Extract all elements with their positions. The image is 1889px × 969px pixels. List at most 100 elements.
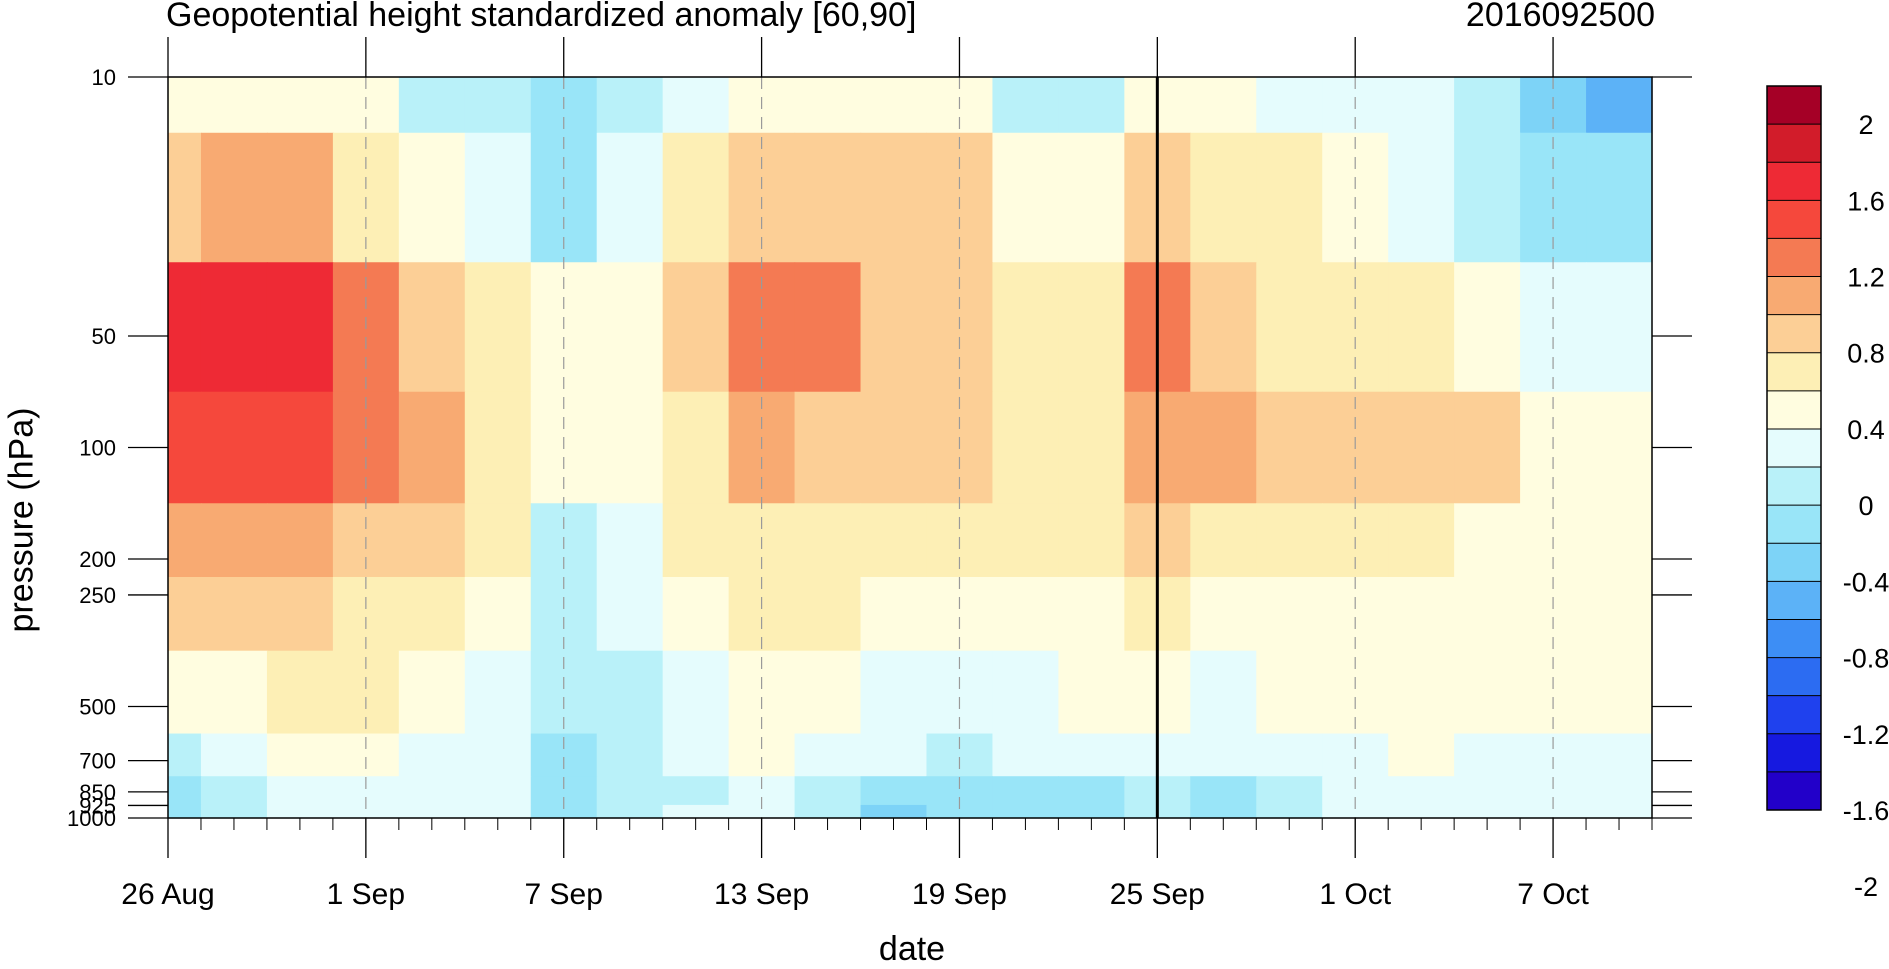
colorbar-swatch — [1767, 314, 1821, 354]
colorbar-swatch — [1767, 390, 1821, 430]
colorbar-swatch — [1767, 352, 1821, 392]
y-tick-label: 250 — [79, 583, 116, 608]
heatmap-cell — [168, 576, 202, 652]
heatmap-cell — [992, 262, 1059, 393]
heatmap-cell — [168, 77, 202, 134]
x-tick-label: 13 Sep — [714, 878, 809, 911]
heatmap-cell — [1190, 576, 1257, 652]
heatmap-cell — [860, 576, 928, 652]
colorbar-label: -1.2 — [1843, 720, 1889, 750]
heatmap-cell — [794, 733, 862, 777]
colorbar-swatch — [1767, 428, 1821, 468]
colorbar-label: -1.6 — [1843, 796, 1889, 826]
heatmap-cell — [1256, 650, 1323, 735]
heatmap-cell — [662, 576, 730, 652]
heatmap-cell — [1190, 132, 1257, 263]
heatmap-cell — [926, 804, 994, 819]
heatmap-cell — [1388, 650, 1455, 735]
y-tick-label: 850 — [79, 780, 116, 805]
heatmap-cell — [596, 804, 664, 819]
heatmap-cell — [332, 804, 400, 819]
heatmap-cell — [1190, 77, 1257, 134]
heatmap-cell — [794, 650, 862, 735]
heatmap-cell — [464, 733, 532, 777]
colorbar-swatch — [1767, 733, 1821, 773]
heatmap-cell — [266, 262, 334, 393]
heatmap-cell — [464, 391, 532, 504]
heatmap-cell — [200, 733, 268, 777]
heatmap-cell — [398, 77, 466, 134]
heatmap-cell — [1058, 77, 1125, 134]
heatmap-cell — [200, 132, 268, 263]
heatmap-cell — [1190, 650, 1257, 735]
colorbar-label: 1.6 — [1847, 186, 1885, 216]
heatmap-cell — [596, 576, 664, 652]
heatmap-cell — [266, 391, 334, 504]
heatmap-cell — [1190, 776, 1257, 806]
heatmap-cell — [1058, 650, 1125, 735]
heatmap-cell — [1058, 804, 1125, 819]
heatmap-cell — [1058, 503, 1125, 578]
colorbar-swatch — [1767, 581, 1821, 620]
heatmap-cell — [168, 776, 202, 806]
x-tick-label: 7 Oct — [1517, 878, 1589, 911]
heatmap-cell — [1190, 503, 1257, 578]
heatmap-cell — [398, 132, 466, 263]
colorbar-swatch — [1767, 771, 1821, 811]
heatmap-cell — [596, 132, 664, 263]
heatmap-cell — [1256, 262, 1323, 393]
heatmap-cell — [794, 262, 862, 393]
heatmap-cell — [992, 804, 1059, 819]
y-tick-label: 50 — [92, 324, 116, 349]
heatmap-cell — [1256, 733, 1323, 777]
heatmap-cell — [992, 391, 1059, 504]
colorbar-swatch — [1767, 276, 1821, 316]
heatmap-cell — [1586, 804, 1653, 819]
heatmap-cell — [266, 776, 334, 806]
heatmap-cell — [596, 733, 664, 777]
heatmap-cell — [794, 503, 862, 578]
colorbar: 2 1.6 1.2 0.8 0.4 0 -0.4 -0.8 -1.2 -1.6 -2 — [1766, 85, 1889, 902]
heatmap-cell — [992, 503, 1059, 578]
heatmap-cell — [596, 391, 664, 504]
heatmap-cell — [200, 503, 268, 578]
heatmap-cell — [794, 804, 862, 819]
heatmap-cell — [1388, 776, 1455, 806]
heatmap-cell — [398, 391, 466, 504]
colorbar-label: 1.2 — [1847, 263, 1885, 293]
colorbar-label: 0 — [1858, 491, 1873, 521]
heatmap-cell — [794, 77, 862, 134]
y-tick-label: 10 — [92, 65, 116, 90]
x-tick-label: 1 Sep — [327, 878, 405, 911]
colorbar-swatch — [1767, 505, 1821, 544]
heatmap-cell — [860, 650, 928, 735]
chart-date-label: 2016092500 — [1465, 0, 1655, 34]
x-axis-label: date — [878, 930, 946, 968]
heatmap-cell — [464, 804, 532, 819]
heatmap-cell — [464, 650, 532, 735]
colorbar-label: -0.4 — [1843, 567, 1889, 597]
heatmap-cell — [398, 776, 466, 806]
heatmap-cell — [1388, 733, 1455, 777]
heatmap-cell — [266, 804, 334, 819]
heatmap-cell — [1388, 576, 1455, 652]
heatmap-cell — [1586, 503, 1653, 578]
x-axis: 26 Aug 1 Sep 7 Sep 13 Sep 19 Sep 25 Sep 1 Oct 7… — [121, 37, 1653, 911]
colorbar-swatch — [1767, 467, 1821, 506]
heatmap-cell — [860, 262, 928, 393]
heatmap-cell — [1454, 650, 1521, 735]
heatmap-cell — [860, 77, 928, 134]
colorbar-label: -2 — [1854, 872, 1878, 902]
heatmap-cell — [464, 77, 532, 134]
heatmap-cell — [168, 733, 202, 777]
colorbar-swatch — [1767, 619, 1821, 659]
heatmap-cell — [1388, 77, 1455, 134]
x-tick-label: 1 Oct — [1319, 878, 1391, 911]
heatmap-cell — [1058, 262, 1125, 393]
heatmap-cell — [168, 804, 202, 819]
heatmap-cell — [1256, 132, 1323, 263]
heatmap-cell — [596, 77, 664, 134]
heatmap-cell — [168, 503, 202, 578]
heatmap-cell — [860, 776, 928, 806]
heatmap-cell — [1388, 132, 1455, 263]
